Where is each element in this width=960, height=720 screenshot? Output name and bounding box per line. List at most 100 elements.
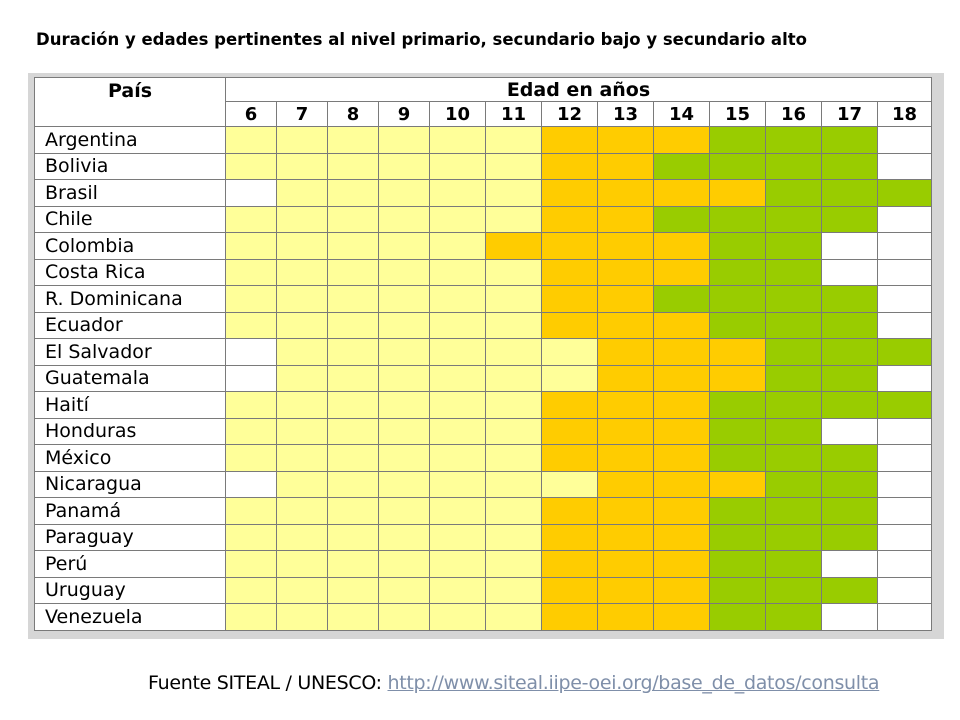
level-cell	[485, 364, 542, 392]
level-cell	[597, 364, 654, 392]
level-cell	[821, 285, 878, 313]
level-cell	[327, 576, 379, 604]
country-cell: Paraguay	[34, 523, 226, 551]
level-cell	[225, 311, 277, 339]
level-cell	[429, 205, 486, 233]
level-cell	[653, 497, 710, 525]
level-cell	[653, 364, 710, 392]
level-cell	[821, 232, 878, 260]
table-row: Brasil	[34, 179, 932, 207]
level-cell	[877, 126, 932, 154]
level-cell	[485, 258, 542, 286]
age-header-cell: 11	[485, 101, 542, 127]
level-cell	[327, 550, 379, 578]
country-cell: Brasil	[34, 179, 226, 207]
source-label: Fuente SITEAL / UNESCO:	[148, 672, 388, 694]
level-cell	[541, 417, 598, 445]
level-cell	[653, 152, 710, 180]
table-row: Uruguay	[34, 576, 932, 604]
level-cell	[597, 523, 654, 551]
level-cell	[225, 205, 277, 233]
age-header-cell: 17	[821, 101, 878, 127]
level-cell	[327, 391, 379, 419]
level-cell	[485, 391, 542, 419]
level-cell	[485, 470, 542, 498]
level-cell	[709, 444, 766, 472]
level-cell	[653, 285, 710, 313]
level-cell	[225, 523, 277, 551]
level-cell	[541, 179, 598, 207]
level-cell	[821, 576, 878, 604]
country-cell: Venezuela	[34, 603, 226, 631]
level-cell	[378, 152, 430, 180]
level-cell	[276, 285, 328, 313]
table-row: Perú	[34, 550, 932, 578]
table-row: Haití	[34, 391, 932, 419]
level-cell	[485, 285, 542, 313]
age-header-cell: 8	[327, 101, 379, 127]
country-cell: Colombia	[34, 232, 226, 260]
level-cell	[541, 470, 598, 498]
age-header-cell: 15	[709, 101, 766, 127]
level-cell	[276, 550, 328, 578]
level-cell	[709, 550, 766, 578]
level-cell	[877, 179, 932, 207]
level-cell	[541, 205, 598, 233]
level-cell	[877, 391, 932, 419]
level-cell	[597, 603, 654, 631]
level-cell	[327, 470, 379, 498]
level-cell	[276, 258, 328, 286]
level-cell	[429, 576, 486, 604]
country-cell: Panamá	[34, 497, 226, 525]
level-cell	[821, 497, 878, 525]
level-cell	[597, 444, 654, 472]
table-row: México	[34, 444, 932, 472]
level-cell	[276, 232, 328, 260]
level-cell	[709, 364, 766, 392]
level-cell	[225, 444, 277, 472]
level-cell	[877, 444, 932, 472]
level-cell	[378, 523, 430, 551]
table-row: Costa Rica	[34, 258, 932, 286]
level-cell	[378, 338, 430, 366]
level-cell	[276, 152, 328, 180]
level-cell	[653, 338, 710, 366]
level-cell	[485, 576, 542, 604]
country-column-header: País	[34, 77, 226, 127]
level-cell	[597, 126, 654, 154]
table-row: Argentina	[34, 126, 932, 154]
age-header-cell: 13	[597, 101, 654, 127]
level-cell	[597, 232, 654, 260]
level-cell	[327, 179, 379, 207]
level-cell	[541, 523, 598, 551]
level-cell	[225, 550, 277, 578]
level-cell	[821, 364, 878, 392]
level-cell	[225, 232, 277, 260]
level-cell	[429, 603, 486, 631]
level-cell	[877, 603, 932, 631]
level-cell	[378, 603, 430, 631]
level-cell	[327, 338, 379, 366]
level-cell	[597, 470, 654, 498]
level-cell	[821, 311, 878, 339]
level-cell	[765, 470, 822, 498]
level-cell	[429, 470, 486, 498]
age-header-cell: 16	[765, 101, 822, 127]
level-cell	[653, 126, 710, 154]
level-cell	[429, 258, 486, 286]
level-cell	[597, 417, 654, 445]
level-cell	[765, 550, 822, 578]
level-cell	[877, 497, 932, 525]
age-header-cell: 6	[225, 101, 277, 127]
level-cell	[378, 417, 430, 445]
level-cell	[821, 338, 878, 366]
level-cell	[653, 311, 710, 339]
country-cell: México	[34, 444, 226, 472]
level-cell	[485, 152, 542, 180]
level-cell	[276, 391, 328, 419]
level-cell	[429, 364, 486, 392]
source-link[interactable]: http://www.siteal.iipe-oei.org/base_de_d…	[387, 672, 880, 694]
slide-title: Duración y edades pertinentes al nivel p…	[36, 30, 807, 49]
level-cell	[378, 179, 430, 207]
level-cell	[821, 444, 878, 472]
